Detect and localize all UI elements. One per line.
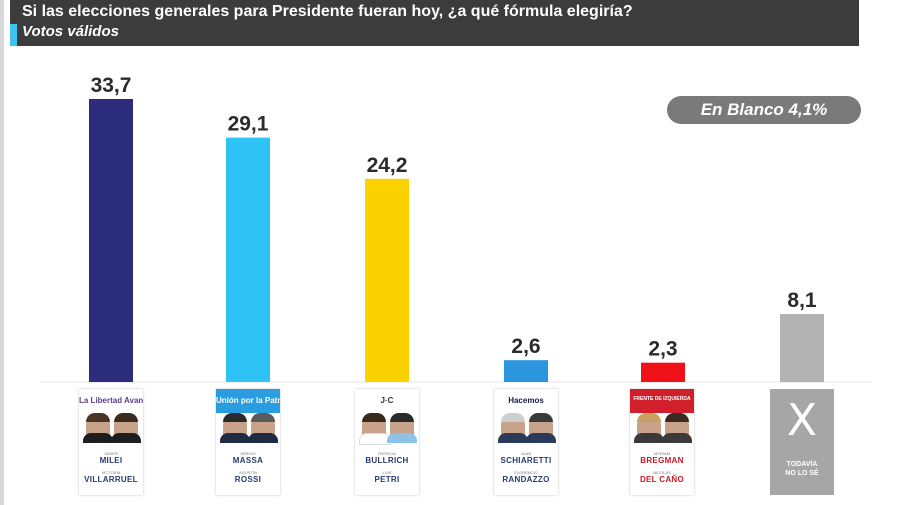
bar-6 [780,313,824,382]
candidate-surname: MILEI [99,456,123,465]
candidate-first-name: FLORENCIO [514,470,538,475]
candidate-photo [111,413,141,443]
candidate-photo [498,413,528,443]
x-icon: X [786,395,818,446]
candidate-first-name: JAVIER [104,451,118,456]
bar-value-label-3: 24,2 [367,154,408,177]
candidate-first-name: AGUSTÍN [239,470,257,475]
party-logo: J·C [380,396,394,405]
candidate-surname: DEL CAÑO [639,475,685,484]
undecided-card: X TODAVÍA NO LO SÉ [770,389,834,495]
candidate-first-name: NICOLÁS [653,470,671,475]
bar-4 [504,360,548,382]
header-accent [10,24,17,46]
candidate-photo [359,413,391,445]
bar-5 [641,362,685,382]
header-banner: Si las elecciones generales para Preside… [10,0,859,46]
party-logo: Hacemos [508,396,544,405]
party-logo-area: FRENTE DE IZQUIERDA [630,389,694,413]
candidate-card-bregman: FRENTE DE IZQUIERDA MYRIAM BREGMAN NICOL… [630,389,694,495]
candidate-card-bullrich: J·C PATRICIA BULLRICH LUIS PETRI [355,389,419,495]
candidate-first-name: PATRICIA [378,451,396,456]
bar-2 [226,137,270,382]
candidate-surname: MASSA [232,456,264,465]
candidate-photo [634,413,664,443]
bar-value-label-4: 2,6 [511,335,540,358]
chart-subtitle: Votos válidos [22,23,119,40]
candidate-card-massa: Unión por la Patria SERGIO MASSA AGUSTÍN… [216,389,280,495]
undecided-label-line2: NO LO SÉ [785,470,819,477]
candidate-surname: RANDAZZO [502,475,550,484]
candidate-photo [220,413,250,443]
candidate-card-milei: La Libertad Avanza JAVIER MILEI VICTORIA… [79,389,143,495]
undecided-label-line1: TODAVÍA [786,461,818,468]
candidate-surname: SCHIARETTI [500,456,552,465]
candidate-first-name: SERGIO [240,451,256,456]
candidate-first-name: JUAN [520,451,532,456]
candidate-photo [83,413,113,443]
bar-value-label-6: 8,1 [787,289,817,312]
bar-value-label-5: 2,3 [648,338,677,361]
bar-3 [365,178,409,382]
left-edge [0,0,4,505]
bar-value-label-2: 29,1 [228,113,269,136]
candidate-first-name: MYRIAM [654,451,670,456]
candidate-surname: PETRI [374,475,400,484]
candidate-photo [248,413,278,443]
candidate-photo [387,413,417,443]
blank-vote-badge: En Blanco 4,1% [667,96,861,124]
party-logo: La Libertad Avanza [79,396,143,405]
party-logo: FRENTE DE IZQUIERDA [633,396,691,402]
candidate-surname: BULLRICH [365,456,409,465]
party-logo-area: Hacemos [494,389,558,413]
party-logo-area: Unión por la Patria [216,389,280,413]
bar-value-label-1: 33,7 [91,74,132,97]
bar-1 [89,99,133,382]
candidate-surname: ROSSI [234,475,262,484]
candidate-photo [526,413,556,443]
party-logo: Unión por la Patria [216,396,280,405]
candidate-card-schiaretti: Hacemos JUAN SCHIARETTI FLORENCIO RANDAZ… [494,389,558,495]
party-logo-area: La Libertad Avanza [79,389,143,413]
party-logo-area: J·C [355,389,419,413]
candidate-surname: VILLARRUEL [84,475,138,484]
candidate-surname: BREGMAN [640,456,684,465]
candidate-photo [662,413,692,443]
candidate-first-name: VICTORIA [101,470,121,475]
candidate-first-name: LUIS [382,470,392,475]
chart-title: Si las elecciones generales para Preside… [22,3,633,20]
